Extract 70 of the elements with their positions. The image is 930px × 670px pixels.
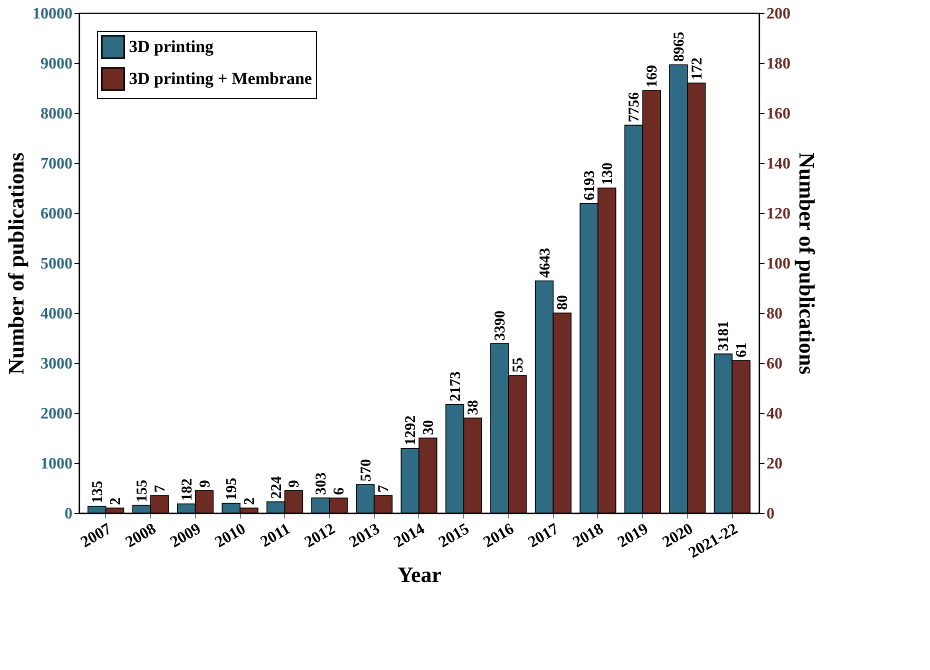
y-tick-label: 8000 [40, 106, 72, 122]
y-tick-label: 10000 [32, 6, 72, 22]
data-label: 155 [134, 480, 151, 502]
data-label: 1292 [403, 415, 420, 446]
y2-tick-label: 140 [766, 156, 790, 172]
data-label: 570 [358, 459, 374, 482]
data-label: 303 [314, 472, 330, 495]
data-label: 195 [224, 478, 240, 500]
x-axis-title: Year [398, 562, 442, 588]
data-label: 3390 [492, 310, 509, 340]
data-label: 4643 [537, 248, 554, 278]
y2-tick-label: 180 [766, 56, 790, 72]
legend-label: 3D printing + Membrane [129, 69, 312, 88]
y2-tick-label: 0 [766, 506, 774, 522]
data-label: 2 [108, 498, 124, 505]
y-tick-label: 9000 [40, 56, 72, 72]
data-label: 55 [510, 358, 526, 372]
data-label: 7 [376, 484, 392, 492]
data-label: 182 [179, 478, 196, 501]
x-tick-label: 2012 [302, 520, 338, 552]
y-tick-label: 5000 [40, 256, 72, 272]
x-tick-label: 2014 [391, 520, 428, 552]
y-axis-title: Number of publications [4, 152, 28, 375]
x-tick-label: 2009 [168, 520, 204, 552]
x-tick-label: 2007 [78, 520, 114, 552]
data-label: 169 [644, 65, 661, 88]
data-label: 9 [197, 480, 214, 488]
data-label: 2173 [448, 371, 464, 402]
x-tick-label: 2010 [212, 520, 249, 552]
data-label: 172 [689, 58, 706, 80]
data-label: 135 [90, 480, 106, 504]
x-tick-label: 2018 [570, 520, 606, 552]
x-tick-label: 2015 [436, 520, 472, 552]
y2-tick-label: 40 [766, 406, 782, 422]
data-label: 7 [152, 484, 169, 492]
data-label: 6193 [582, 170, 598, 200]
x-tick-label: 2016 [480, 520, 517, 552]
y2-tick-label: 120 [766, 206, 790, 222]
y-tick-label: 1000 [40, 456, 72, 472]
y-tick-label: 7000 [40, 156, 72, 172]
y-tick-label: 2000 [40, 406, 72, 422]
x-tick-label: 2008 [122, 520, 160, 552]
data-label: 7756 [626, 92, 643, 122]
y-tick-label: 4000 [40, 306, 72, 322]
y2-tick-label: 160 [766, 106, 790, 122]
data-label: 2 [242, 498, 258, 505]
x-tick-label: 2017 [526, 520, 562, 552]
data-label: 8965 [671, 32, 688, 62]
data-label: 9 [286, 480, 303, 488]
y-tick-label: 0 [64, 506, 72, 522]
y2-tick-label: 100 [766, 256, 790, 272]
y2-tick-label: 200 [766, 6, 790, 22]
x-tick-label: 2011 [258, 520, 294, 551]
y2-tick-label: 60 [766, 356, 782, 372]
data-label: 30 [420, 420, 437, 435]
data-label: 3181 [716, 320, 732, 351]
y-tick-label: 3000 [40, 356, 72, 372]
legend-label: 3D printing [129, 37, 214, 56]
data-label: 38 [466, 400, 482, 415]
data-label: 224 [268, 476, 285, 499]
x-tick-label: 2013 [346, 520, 383, 552]
data-label: 6 [331, 487, 348, 495]
y2-tick-label: 20 [766, 456, 782, 472]
y2-axis-title: Number of publications [794, 152, 820, 375]
data-label: 130 [600, 162, 616, 185]
data-label: 80 [555, 295, 572, 310]
y2-tick-label: 80 [766, 306, 782, 322]
x-tick-label: 2019 [614, 520, 652, 552]
data-label: 61 [734, 342, 750, 358]
y-tick-label: 6000 [40, 206, 72, 222]
